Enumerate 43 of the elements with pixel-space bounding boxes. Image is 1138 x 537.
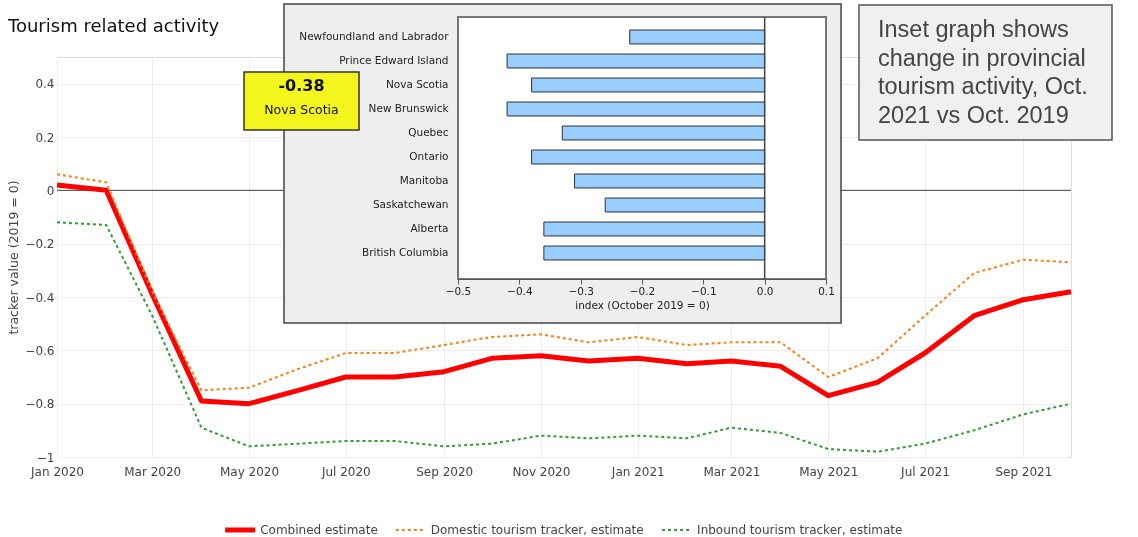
x-tick-label: Jul 2021 (900, 464, 950, 479)
y-tick-label: 0.2 (35, 130, 55, 145)
x-tick-label: Mar 2020 (124, 464, 182, 479)
x-tick-label: Jan 2020 (30, 464, 84, 479)
y-tick-label: Manitoba (399, 174, 449, 186)
y-tick-label: Quebec (408, 126, 449, 138)
x-tick-label: Mar 2021 (703, 464, 761, 479)
x-tick-label: −0.2 (629, 284, 656, 297)
y-tick-label: Saskatchewan (372, 198, 449, 210)
y-tick-label: New Brunswick (368, 102, 450, 114)
y-tick-label: Ontario (409, 150, 449, 162)
y-tick-label: −0.2 (25, 237, 55, 252)
y-tick-label: Newfoundland and Labrador (299, 30, 450, 42)
x-tick-label: May 2021 (799, 464, 859, 479)
x-tick-label: Sep 2020 (416, 464, 474, 479)
y-tick-label: Nova Scotia (385, 78, 449, 90)
x-tick-label: Nov 2020 (512, 464, 571, 479)
x-tick-label: Sep 2021 (995, 464, 1053, 479)
x-tick-label: −0.5 (445, 284, 472, 297)
y-tick-label: −0.8 (25, 397, 55, 412)
y-tick-label: −1 (36, 450, 55, 465)
x-tick-label: Jan 2021 (610, 464, 665, 479)
legend-label: Inbound tourism tracker, estimate (697, 523, 903, 537)
y-tick-label: 0 (46, 183, 55, 198)
annotation: -0.38 Nova Scotia (264, 76, 339, 117)
y-tick-label: Prince Edward Island (339, 54, 449, 66)
y-tick-label: 0.4 (35, 77, 55, 92)
x-axis-title: index (October 2019 = 0) (575, 299, 710, 311)
chart-title: Tourism related activity (7, 15, 220, 36)
x-tick-label: −0.4 (507, 284, 533, 297)
x-tick-label: 0.1 (818, 284, 835, 297)
x-tick-label: 0.0 (756, 284, 774, 297)
annotation: Inset graph shows change in provincial tourism activity, Oct. 2021 vs Oct. 2019 (878, 16, 1088, 128)
y-tick-label: Alberta (410, 222, 449, 234)
x-tick-label: −0.3 (568, 284, 594, 297)
y-tick-label: British Columbia (361, 246, 449, 258)
y-tick-label: −0.6 (25, 343, 55, 358)
legend-label: Combined estimate (260, 523, 378, 537)
x-tick-label: −0.1 (691, 284, 717, 297)
x-tick-label: May 2020 (219, 464, 280, 479)
legend-label: Domestic tourism tracker, estimate (430, 523, 644, 537)
y-axis-title: tracker value (2019 = 0) (6, 180, 22, 335)
x-tick-label: Jul 2020 (320, 464, 371, 479)
